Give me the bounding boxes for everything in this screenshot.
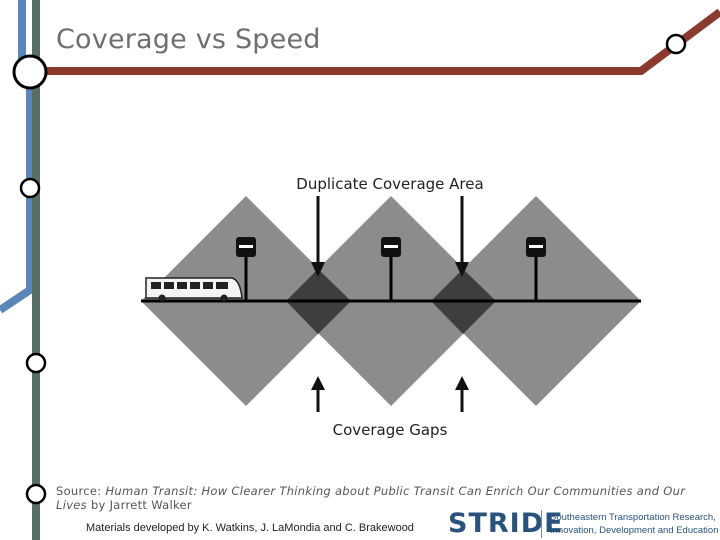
blue-transit-line-lower [0, 71, 34, 314]
bus-stop-2 [381, 237, 401, 301]
stride-logo: STRIDE [448, 508, 564, 539]
station-4 [25, 483, 47, 505]
station-2 [19, 177, 41, 199]
station-large [12, 54, 48, 90]
duplicate-coverage-label: Duplicate Coverage Area [296, 175, 483, 193]
stride-org-name: Southeastern Transportation Research, In… [550, 511, 720, 537]
source-book-title: Human Transit: How Clearer Thinking abou… [56, 484, 686, 512]
station-top-right [665, 33, 687, 55]
source-citation: Source: Human Transit: How Clearer Think… [56, 484, 696, 512]
coverage-gaps-label: Coverage Gaps [333, 421, 448, 439]
bus-icon [145, 277, 243, 302]
arrow-up-1 [311, 376, 325, 412]
bus-stop-1 [236, 237, 256, 301]
arrow-up-2 [455, 376, 469, 412]
stride-org-line-1: Southeastern Transportation Research, [550, 512, 716, 523]
bus-stop-3 [526, 237, 546, 301]
red-transit-line [30, 8, 720, 75]
arrow-down-1 [311, 196, 325, 277]
source-author: by Jarrett Walker [86, 498, 192, 512]
logo-divider [541, 510, 542, 538]
slide-title: Coverage vs Speed [56, 24, 321, 55]
source-prefix: Source: [56, 484, 106, 498]
credits-text: Materials developed by K. Watkins, J. La… [86, 522, 414, 534]
station-3 [25, 352, 47, 374]
arrow-down-2 [455, 196, 469, 277]
stride-org-line-2: Innovation, Development and Education Ce… [550, 525, 720, 536]
